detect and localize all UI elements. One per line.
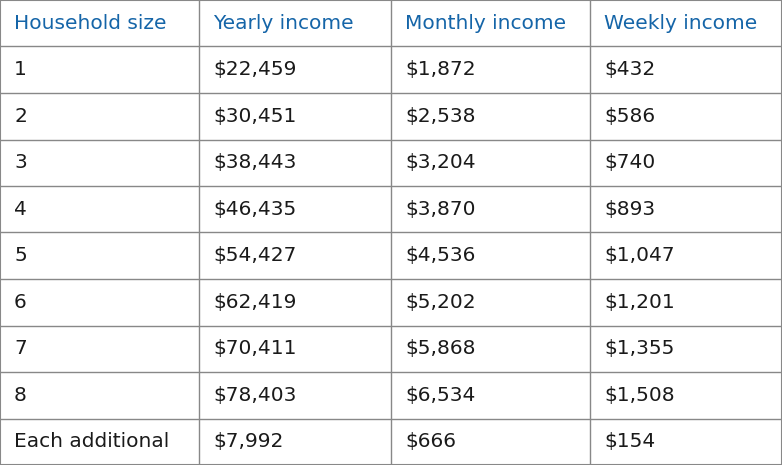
Text: $3,204: $3,204 xyxy=(405,153,475,172)
Text: 8: 8 xyxy=(14,386,27,405)
Text: 3: 3 xyxy=(14,153,27,172)
Text: Weekly income: Weekly income xyxy=(604,14,758,33)
Text: $5,868: $5,868 xyxy=(405,339,475,358)
Text: $432: $432 xyxy=(604,60,656,79)
Text: $30,451: $30,451 xyxy=(213,107,297,126)
Text: $1,872: $1,872 xyxy=(405,60,475,79)
Text: 7: 7 xyxy=(14,339,27,358)
Text: $46,435: $46,435 xyxy=(213,200,296,219)
Text: $22,459: $22,459 xyxy=(213,60,297,79)
Text: Yearly income: Yearly income xyxy=(213,14,354,33)
Text: Monthly income: Monthly income xyxy=(405,14,566,33)
Text: $3,870: $3,870 xyxy=(405,200,475,219)
Text: Each additional: Each additional xyxy=(14,432,170,451)
Text: $666: $666 xyxy=(405,432,456,451)
Text: $6,534: $6,534 xyxy=(405,386,475,405)
Text: $62,419: $62,419 xyxy=(213,293,297,312)
Text: $586: $586 xyxy=(604,107,655,126)
Text: $7,992: $7,992 xyxy=(213,432,284,451)
Text: Household size: Household size xyxy=(14,14,167,33)
Text: $154: $154 xyxy=(604,432,656,451)
Text: $740: $740 xyxy=(604,153,656,172)
Text: 5: 5 xyxy=(14,246,27,265)
Text: 2: 2 xyxy=(14,107,27,126)
Text: $5,202: $5,202 xyxy=(405,293,475,312)
Text: $2,538: $2,538 xyxy=(405,107,475,126)
Text: 1: 1 xyxy=(14,60,27,79)
Text: 6: 6 xyxy=(14,293,27,312)
Text: $38,443: $38,443 xyxy=(213,153,297,172)
Text: $1,201: $1,201 xyxy=(604,293,675,312)
Text: $1,355: $1,355 xyxy=(604,339,675,358)
Text: 4: 4 xyxy=(14,200,27,219)
Text: $4,536: $4,536 xyxy=(405,246,475,265)
Text: $54,427: $54,427 xyxy=(213,246,297,265)
Text: $70,411: $70,411 xyxy=(213,339,297,358)
Text: $1,508: $1,508 xyxy=(604,386,675,405)
Text: $1,047: $1,047 xyxy=(604,246,675,265)
Text: $893: $893 xyxy=(604,200,655,219)
Text: $78,403: $78,403 xyxy=(213,386,297,405)
